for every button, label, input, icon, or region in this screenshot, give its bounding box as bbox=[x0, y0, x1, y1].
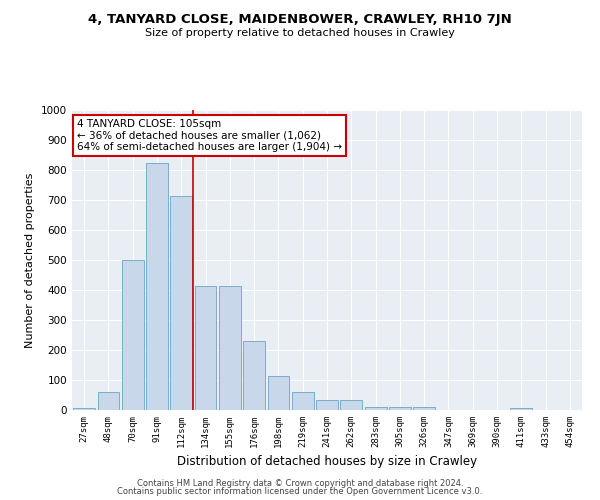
Bar bbox=[413, 407, 435, 410]
Text: Contains HM Land Registry data © Crown copyright and database right 2024.: Contains HM Land Registry data © Crown c… bbox=[137, 478, 463, 488]
Bar bbox=[73, 408, 95, 410]
Bar bbox=[389, 407, 411, 410]
Bar bbox=[292, 392, 314, 410]
Bar bbox=[97, 392, 119, 410]
Text: 4 TANYARD CLOSE: 105sqm
← 36% of detached houses are smaller (1,062)
64% of semi: 4 TANYARD CLOSE: 105sqm ← 36% of detache… bbox=[77, 119, 342, 152]
Text: Contains public sector information licensed under the Open Government Licence v3: Contains public sector information licen… bbox=[118, 487, 482, 496]
Text: 4, TANYARD CLOSE, MAIDENBOWER, CRAWLEY, RH10 7JN: 4, TANYARD CLOSE, MAIDENBOWER, CRAWLEY, … bbox=[88, 12, 512, 26]
Bar bbox=[243, 341, 265, 410]
Bar bbox=[194, 286, 217, 410]
Bar bbox=[146, 162, 168, 410]
Bar bbox=[170, 196, 192, 410]
Bar bbox=[365, 407, 386, 410]
Bar bbox=[219, 286, 241, 410]
Bar bbox=[316, 400, 338, 410]
Bar bbox=[511, 408, 532, 410]
X-axis label: Distribution of detached houses by size in Crawley: Distribution of detached houses by size … bbox=[177, 456, 477, 468]
Text: Size of property relative to detached houses in Crawley: Size of property relative to detached ho… bbox=[145, 28, 455, 38]
Y-axis label: Number of detached properties: Number of detached properties bbox=[25, 172, 35, 348]
Bar bbox=[268, 376, 289, 410]
Bar bbox=[340, 400, 362, 410]
Bar bbox=[122, 260, 143, 410]
